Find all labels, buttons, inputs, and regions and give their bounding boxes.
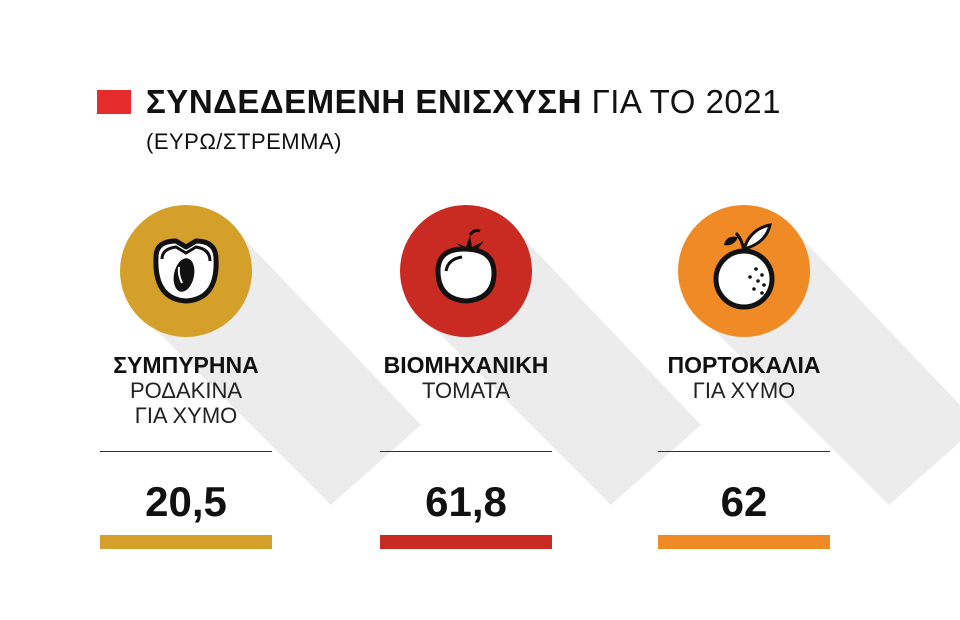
orange-icon	[713, 223, 775, 310]
icon-circle	[120, 205, 252, 337]
item-card-orange: ΠΟΡΤΟΚΑΛΙΑ ΓΙΑ ΧΥΜΟ 62	[624, 205, 960, 565]
label-line-2: ΓΙΑ ΧΥΜΟ	[692, 378, 796, 403]
value-bar	[380, 535, 552, 549]
label-bold: ΒΙΟΜΗΧΑΝΙΚΗ	[383, 352, 549, 378]
chart-subtitle: (ΕΥΡΩ/ΣΤΡΕΜΜΑ)	[146, 129, 342, 154]
divider	[658, 451, 830, 452]
title-bold-part: ΣΥΝΔΕΔΕΜΕΝΗ ΕΝΙΣΧΥΣΗ	[146, 83, 582, 120]
value-label: 20,5	[145, 478, 227, 525]
divider	[380, 451, 552, 452]
item-label: ΒΙΟΜΗΧΑΝΙΚΗ ΤΟΜΑΤΑ	[346, 352, 586, 404]
icon-circle	[400, 205, 532, 337]
item-card-peach: ΣΥΜΠΥΡΗΝΑ ΡΟΔΑΚΙΝΑ ΓΙΑ ΧΥΜΟ 20,5	[66, 205, 421, 565]
value-label: 61,8	[425, 478, 507, 525]
label-bold: ΣΥΜΠΥΡΗΝΑ	[113, 352, 259, 378]
item-label: ΣΥΜΠΥΡΗΝΑ ΡΟΔΑΚΙΝΑ ΓΙΑ ΧΥΜΟ	[66, 352, 306, 429]
item-label: ΠΟΡΤΟΚΑΛΙΑ ΓΙΑ ΧΥΜΟ	[624, 352, 864, 404]
label-line-2: ΤΟΜΑΤΑ	[422, 378, 510, 403]
value-bar	[658, 535, 830, 549]
icon-circle	[678, 205, 810, 337]
label-line-3: ΓΙΑ ΧΥΜΟ	[134, 403, 238, 428]
label-line-2: ΡΟΔΑΚΙΝΑ	[129, 378, 243, 403]
peach-icon	[153, 238, 219, 304]
title-marker	[97, 90, 131, 114]
tomato-icon	[435, 229, 497, 304]
value-bar	[100, 535, 272, 549]
value-label: 62	[720, 478, 768, 525]
label-bold: ΠΟΡΤΟΚΑΛΙΑ	[667, 352, 821, 378]
chart-title: ΣΥΝΔΕΔΕΜΕΝΗ ΕΝΙΣΧΥΣΗ ΓΙΑ ΤΟ 2021	[146, 82, 781, 122]
item-card-tomato: ΒΙΟΜΗΧΑΝΙΚΗ ΤΟΜΑΤΑ 61,8	[346, 205, 701, 565]
divider	[100, 451, 272, 452]
title-light-part: ΓΙΑ ΤΟ 2021	[591, 83, 781, 120]
